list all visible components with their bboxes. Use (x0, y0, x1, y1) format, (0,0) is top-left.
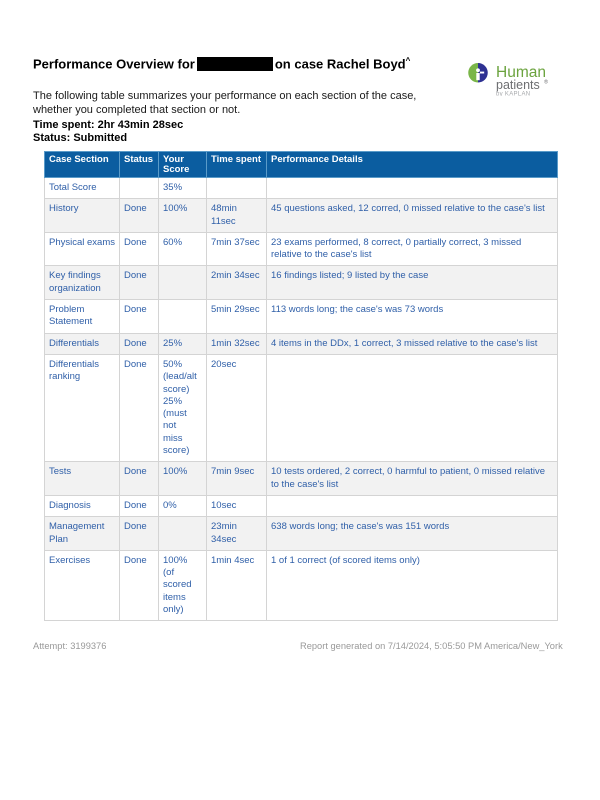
svg-text:®: ® (544, 79, 548, 86)
svg-text:patients: patients (496, 78, 540, 92)
svg-text:by KAPLAN: by KAPLAN (496, 92, 530, 97)
